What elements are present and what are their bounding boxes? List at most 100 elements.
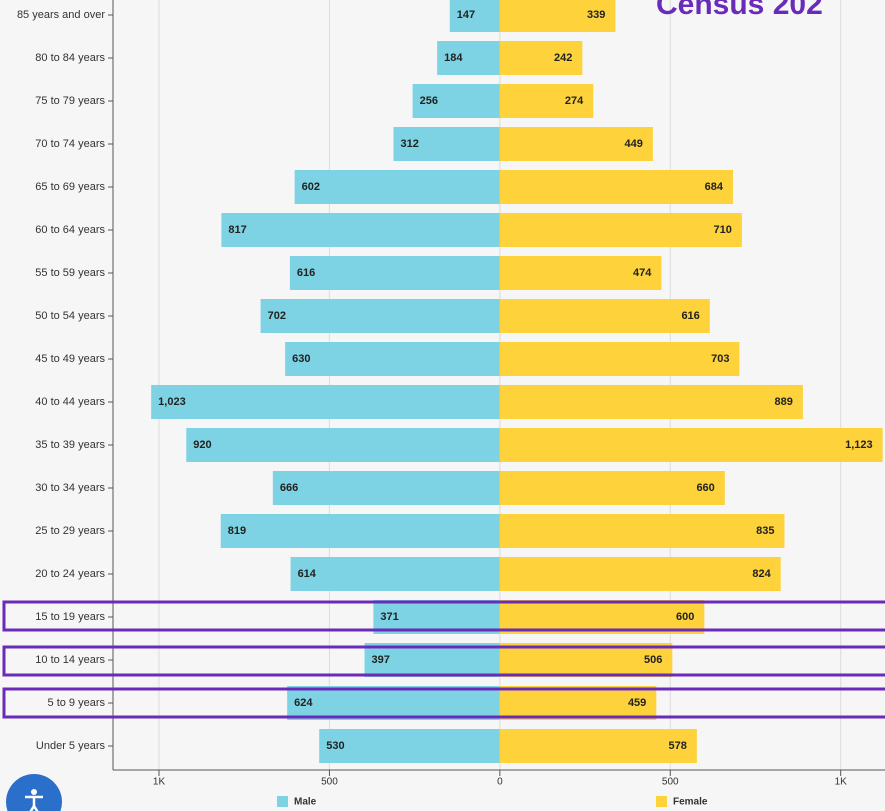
bar <box>290 557 500 591</box>
bar <box>499 643 673 677</box>
bar <box>285 342 500 376</box>
value-label: 147 <box>457 9 475 21</box>
legend-label: Female <box>673 797 708 808</box>
bar <box>272 471 500 505</box>
bar <box>499 342 740 376</box>
bar <box>499 299 710 333</box>
value-label: 530 <box>326 740 344 752</box>
y-tick-label: 25 to 29 years <box>35 525 105 537</box>
highlight-box <box>2 600 885 632</box>
y-tick-label: 70 to 74 years <box>35 138 105 150</box>
value-label: 630 <box>292 353 310 365</box>
y-tick-label: 60 to 64 years <box>35 224 105 236</box>
value-label: 459 <box>628 697 646 709</box>
bar <box>449 0 500 32</box>
value-label: 312 <box>401 138 419 150</box>
value-label: 835 <box>756 525 774 537</box>
x-tick-label: 500 <box>662 777 679 788</box>
legend-label: Male <box>294 797 317 808</box>
y-tick-label: 40 to 44 years <box>35 396 105 408</box>
y-tick-label: 50 to 54 years <box>35 310 105 322</box>
y-tick-label: 75 to 79 years <box>35 95 105 107</box>
legend-swatch <box>656 796 667 807</box>
bar <box>319 729 500 763</box>
bar <box>499 84 594 118</box>
bar <box>499 256 662 290</box>
y-tick-label: 5 to 9 years <box>48 697 106 709</box>
value-label: 684 <box>705 181 724 193</box>
bar <box>499 0 616 32</box>
bar <box>499 557 781 591</box>
value-label: 817 <box>228 224 246 236</box>
value-label: 666 <box>280 482 298 494</box>
value-label: 242 <box>554 52 572 64</box>
y-tick-label: 55 to 59 years <box>35 267 105 279</box>
value-label: 1,023 <box>158 396 186 408</box>
value-label: 616 <box>681 310 699 322</box>
value-label: 824 <box>752 568 771 580</box>
value-label: 660 <box>696 482 714 494</box>
bar <box>499 686 657 720</box>
bar <box>151 385 500 419</box>
bar <box>499 514 785 548</box>
x-tick-label: 0 <box>497 777 503 788</box>
value-label: 614 <box>298 568 317 580</box>
value-label: 256 <box>420 95 438 107</box>
chart-title: Census 202 <box>656 0 823 21</box>
y-tick-label: 35 to 39 years <box>35 439 105 451</box>
bar <box>499 600 705 634</box>
value-label: 819 <box>228 525 246 537</box>
value-label: 602 <box>302 181 320 193</box>
value-label: 474 <box>633 267 652 279</box>
bar <box>393 127 500 161</box>
bar <box>499 170 733 204</box>
bar <box>499 41 583 75</box>
y-tick-label: 15 to 19 years <box>35 611 105 623</box>
bar <box>499 471 725 505</box>
value-label: 920 <box>193 439 211 451</box>
value-label: 703 <box>711 353 729 365</box>
value-label: 1,123 <box>845 439 873 451</box>
bar <box>287 686 500 720</box>
accessibility-button[interactable] <box>6 774 62 811</box>
value-label: 339 <box>587 9 605 21</box>
y-tick-label: 80 to 84 years <box>35 52 105 64</box>
value-label: 371 <box>380 611 398 623</box>
value-label: 710 <box>713 224 731 236</box>
bar <box>186 428 500 462</box>
bar <box>373 600 500 634</box>
legend-swatch <box>277 796 288 807</box>
bar <box>499 385 803 419</box>
value-label: 616 <box>297 267 315 279</box>
bar <box>499 428 883 462</box>
bar <box>221 213 500 247</box>
y-tick-label: 20 to 24 years <box>35 568 105 580</box>
bar <box>499 127 653 161</box>
y-tick-label: 45 to 49 years <box>35 353 105 365</box>
value-label: 506 <box>644 654 662 666</box>
bar <box>220 514 500 548</box>
value-label: 397 <box>372 654 390 666</box>
value-label: 184 <box>444 52 463 64</box>
y-tick-label: 10 to 14 years <box>35 654 105 666</box>
value-label: 889 <box>774 396 792 408</box>
y-tick-label: 30 to 34 years <box>35 482 105 494</box>
bar <box>437 41 500 75</box>
highlight-box <box>2 645 885 677</box>
value-label: 449 <box>625 138 643 150</box>
y-tick-label: Under 5 years <box>36 740 106 752</box>
bar <box>499 729 697 763</box>
y-tick-label: 65 to 69 years <box>35 181 105 193</box>
x-tick-label: 1K <box>835 777 848 788</box>
value-label: 702 <box>268 310 286 322</box>
value-label: 578 <box>668 740 686 752</box>
bar <box>364 643 500 677</box>
value-label: 600 <box>676 611 694 623</box>
y-tick-label: 85 years and over <box>17 9 105 21</box>
x-tick-label: 500 <box>321 777 338 788</box>
x-tick-label: 1K <box>153 777 166 788</box>
value-label: 274 <box>565 95 584 107</box>
bar <box>294 170 500 204</box>
